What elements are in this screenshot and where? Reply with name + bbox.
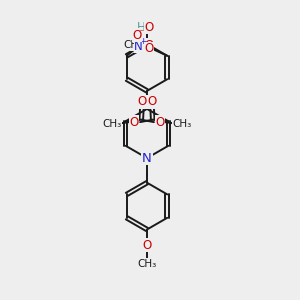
- Text: ⁻: ⁻: [138, 28, 143, 38]
- Text: O: O: [132, 29, 142, 42]
- Text: O: O: [130, 116, 139, 129]
- Text: CH₃: CH₃: [103, 118, 122, 129]
- Text: O: O: [137, 95, 146, 108]
- Text: H: H: [137, 21, 146, 34]
- Text: O: O: [145, 21, 154, 34]
- Text: N: N: [142, 152, 152, 165]
- Text: O: O: [145, 39, 154, 52]
- Text: O: O: [148, 95, 157, 108]
- Text: CH₃: CH₃: [123, 40, 142, 50]
- Text: O: O: [155, 116, 164, 129]
- Text: N: N: [134, 40, 143, 53]
- Text: CH₃: CH₃: [137, 259, 157, 269]
- Text: O: O: [144, 42, 154, 56]
- Text: +: +: [139, 38, 146, 46]
- Text: CH₃: CH₃: [172, 118, 191, 129]
- Text: O: O: [142, 238, 152, 252]
